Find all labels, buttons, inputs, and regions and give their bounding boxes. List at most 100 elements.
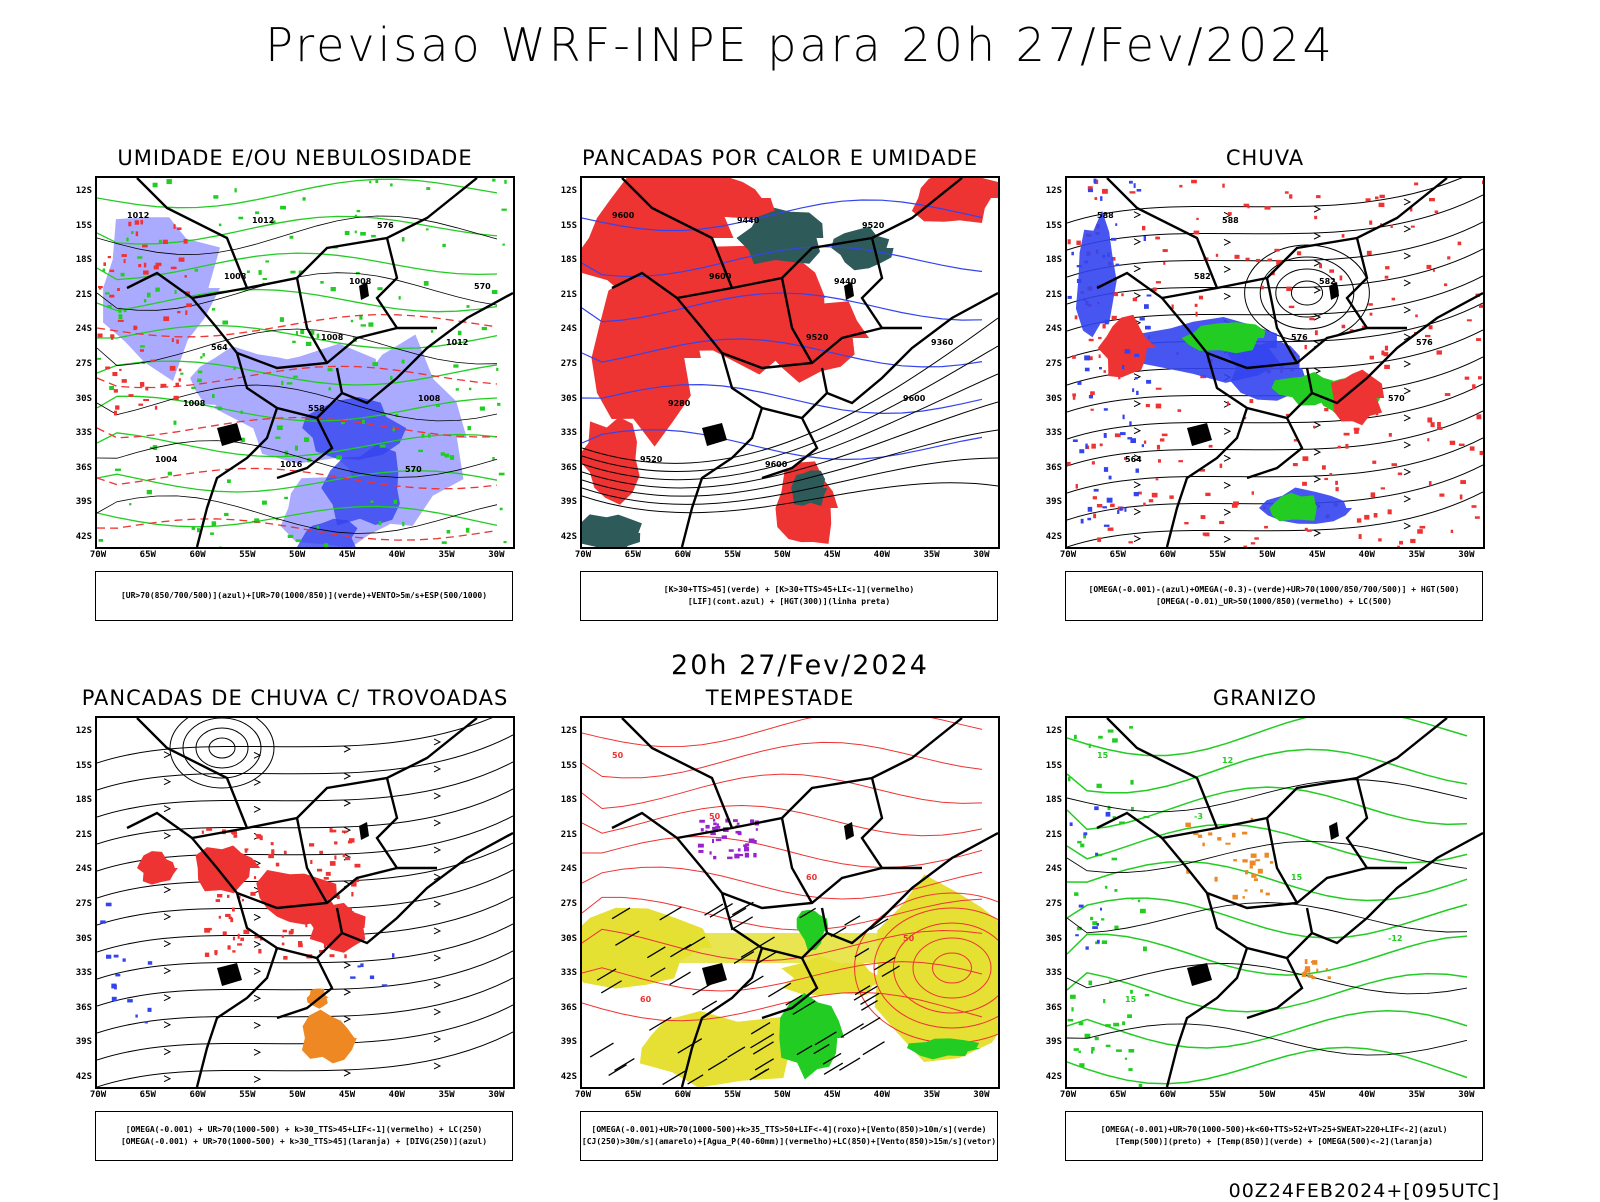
lif-contour [582, 246, 983, 277]
rain-red-speckle [1296, 251, 1302, 256]
high-pressure-contour [1290, 280, 1324, 306]
thunder-red-speckle [206, 828, 213, 831]
thunder-red-speckle [212, 870, 217, 874]
contour-label: 588 [1222, 216, 1239, 225]
thickness-speckle [145, 386, 149, 391]
temp850-speckle [1078, 1022, 1084, 1026]
thunder-red-speckle [281, 942, 285, 946]
storm-purple-speckle [712, 826, 716, 830]
streamline-arrow [433, 819, 442, 827]
rain-red-speckle [1397, 545, 1400, 547]
omega500-speckle [1217, 837, 1222, 841]
temp500-contour [1067, 902, 1468, 934]
rain-red-speckle [1178, 460, 1183, 463]
rain-red-speckle [1369, 220, 1373, 225]
contour-label: 1008 [224, 272, 247, 281]
temp850-speckle [1140, 908, 1146, 914]
lat-tick-label: 21S [75, 829, 92, 840]
thunder-red-speckle [298, 941, 303, 945]
storm-purple-speckle [736, 822, 740, 825]
streamline [1067, 194, 1483, 251]
legend-line: [UR>70(850/700/500)](azul)+[UR>70(1000/8… [120, 591, 488, 600]
rain-red-speckle [1458, 443, 1465, 446]
omega-blue-speckle [1136, 390, 1139, 396]
rain-red-speckle [1444, 283, 1448, 287]
humidity-speckle [441, 541, 447, 544]
thunder-red-speckle [230, 917, 234, 923]
divergence-speckle [113, 954, 119, 958]
legend-box: [OMEGA(-0.001)-(azul)+OMEGA(-0.3)-(verde… [1065, 571, 1483, 621]
storm-purple-speckle [755, 828, 758, 831]
rain-red-speckle [1205, 492, 1211, 497]
streamline-arrow [163, 913, 172, 921]
humidity-speckle [453, 364, 459, 368]
humidity-speckle [146, 489, 152, 495]
thunder-red-speckle [343, 927, 348, 932]
lon-tick-label: 30W [1458, 1090, 1475, 1100]
lat-tick-label: 15S [75, 220, 92, 231]
thunder-red-speckle [283, 956, 288, 960]
thunder-red-speckle [281, 934, 285, 938]
map-plot [95, 716, 515, 1089]
thunder-red-speckle [239, 869, 245, 875]
humidity-speckle [276, 425, 283, 431]
divergence-speckle [105, 902, 112, 907]
wind-vector [727, 1046, 746, 1058]
rain-red-speckle [1132, 297, 1137, 302]
divergence-speckle [350, 976, 356, 979]
wind-vector [600, 980, 622, 994]
temp850-speckle [1084, 1033, 1091, 1039]
thickness-speckle [112, 372, 118, 377]
streamline-arrow [343, 799, 352, 807]
thunder-red-speckle [228, 916, 232, 920]
thunder-red-speckle [231, 830, 237, 835]
humidity-speckle [465, 527, 470, 533]
rain-red-speckle [1121, 293, 1124, 297]
lat-tick-label: 15S [75, 760, 92, 771]
streamline-arrow [1313, 313, 1322, 321]
thunder-red-speckle [233, 834, 238, 838]
precipitable-water-contour [582, 896, 983, 931]
rain-red-speckle [1437, 426, 1443, 430]
streamline-circulation [195, 727, 249, 769]
streamline-arrow [1223, 265, 1232, 273]
rain-red-speckle [1410, 538, 1416, 544]
lon-tick-label: 35W [923, 550, 940, 560]
divergence-speckle [392, 953, 395, 958]
wind-vector [677, 1038, 703, 1054]
streamline-arrow [253, 1048, 262, 1056]
divergence-speckle [135, 1014, 138, 1018]
country-border [1161, 297, 1368, 370]
thunder-red-speckle [298, 943, 303, 948]
rain-red-speckle [1304, 344, 1307, 350]
thickness-speckle [160, 383, 167, 387]
rain-red-speckle [1378, 202, 1385, 208]
rain-red-area [1330, 369, 1385, 426]
humidity-speckle [430, 330, 434, 333]
temp850-speckle [1098, 735, 1103, 739]
thunder-red-speckle [243, 929, 250, 935]
omega-blue-speckle [1122, 365, 1125, 370]
lat-tick-label: 39S [75, 497, 92, 508]
temp850-speckle [1114, 925, 1119, 930]
thickness-speckle [178, 257, 185, 262]
map-plot: 588 582 576 570 564 588 582 576 [1065, 176, 1485, 549]
rain-red-speckle [1194, 303, 1198, 307]
thickness-speckle [150, 359, 155, 362]
rain-red-speckle [1191, 179, 1197, 184]
lat-tick-label: 42S [560, 1072, 577, 1082]
rain-red-speckle [1471, 505, 1477, 508]
omega-blue-speckle [1133, 183, 1136, 188]
humidity-speckle [492, 457, 495, 460]
lat-tick-label: 42S [560, 532, 577, 542]
humidity-speckle [139, 345, 145, 348]
lon-tick-label: 35W [1408, 1090, 1425, 1100]
omega-blue-speckle [1100, 196, 1103, 201]
lon-tick-label: 50W [1259, 550, 1276, 560]
rain-red-speckle [1215, 253, 1219, 257]
legend-line: [Temp(500)](preto) + [Temp(850)](verde) … [1115, 1137, 1433, 1146]
thickness-speckle [178, 368, 182, 372]
country-border [1216, 178, 1448, 290]
humidity-speckle [446, 530, 451, 534]
omega500-speckle [1193, 832, 1199, 836]
